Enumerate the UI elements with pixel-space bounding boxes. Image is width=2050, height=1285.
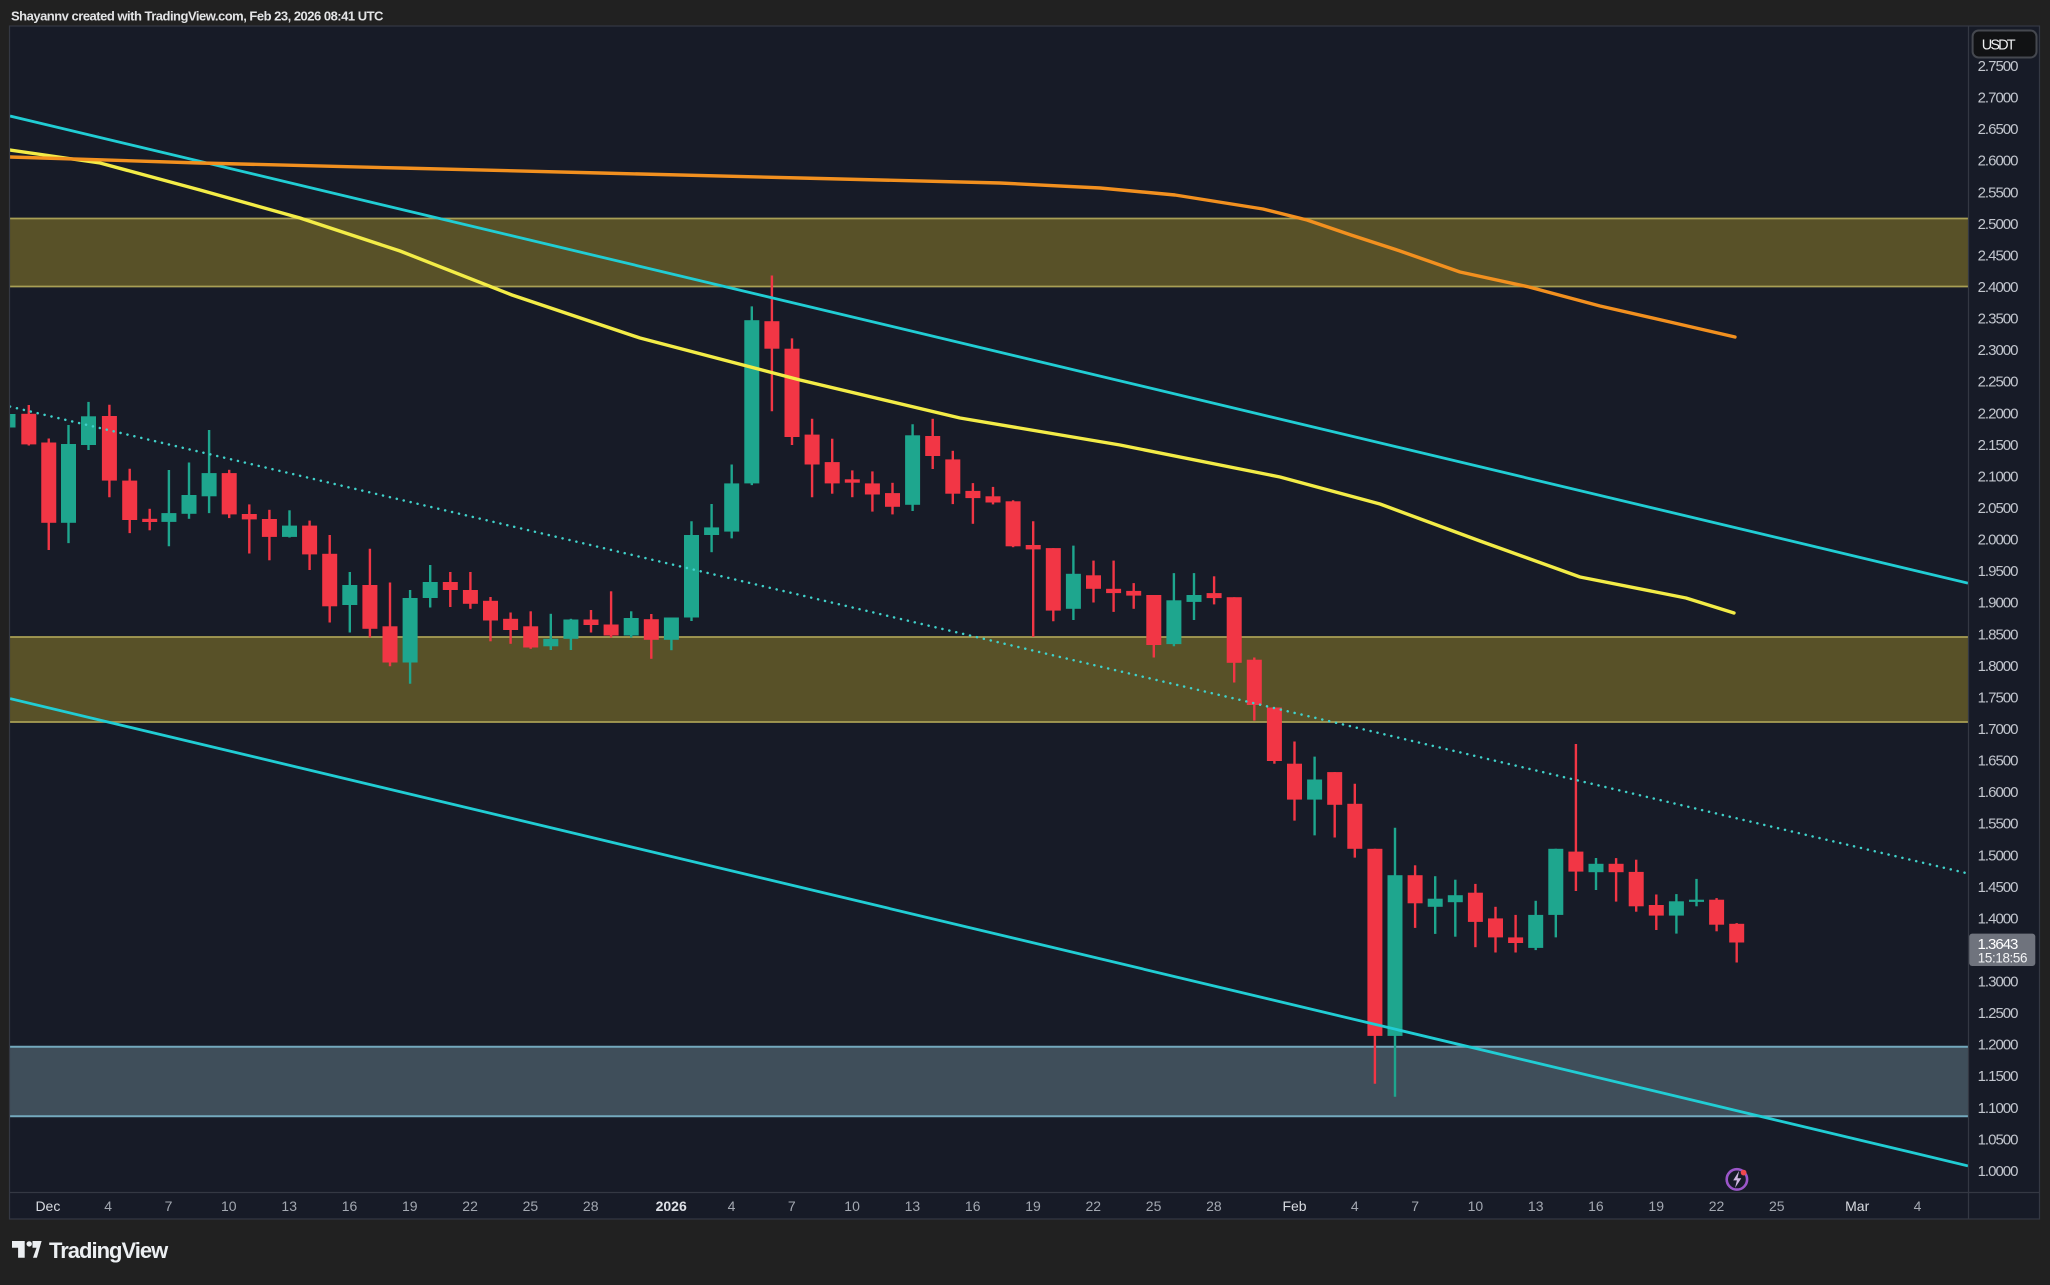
svg-text:7: 7	[165, 1198, 173, 1214]
svg-text:25: 25	[1146, 1198, 1162, 1214]
svg-text:2.3000: 2.3000	[1978, 342, 2019, 359]
svg-text:2.3500: 2.3500	[1978, 311, 2019, 328]
svg-text:Feb: Feb	[1282, 1198, 1306, 1214]
svg-text:22: 22	[1086, 1198, 1102, 1214]
svg-text:16: 16	[1588, 1198, 1604, 1214]
svg-text:7: 7	[788, 1198, 796, 1214]
svg-text:Shayannv created with TradingV: Shayannv created with TradingView.com, F…	[11, 8, 384, 23]
svg-text:16: 16	[965, 1198, 981, 1214]
svg-text:22: 22	[462, 1198, 478, 1214]
svg-text:13: 13	[905, 1198, 921, 1214]
svg-text:2.0000: 2.0000	[1978, 532, 2019, 549]
svg-text:1.0500: 1.0500	[1978, 1131, 2019, 1148]
svg-text:19: 19	[1648, 1198, 1664, 1214]
svg-text:22: 22	[1709, 1198, 1725, 1214]
svg-text:13: 13	[1528, 1198, 1544, 1214]
svg-text:10: 10	[844, 1198, 860, 1214]
svg-text:4: 4	[104, 1198, 112, 1214]
svg-text:2.0500: 2.0500	[1978, 500, 2019, 517]
svg-text:2.1500: 2.1500	[1978, 437, 2019, 454]
svg-text:1.5000: 1.5000	[1978, 847, 2019, 864]
svg-text:2.1000: 2.1000	[1978, 468, 2019, 485]
svg-text:2.6500: 2.6500	[1978, 121, 2019, 138]
svg-text:1.0000: 1.0000	[1978, 1163, 2019, 1180]
svg-text:2.4000: 2.4000	[1978, 279, 2019, 296]
svg-text:2.5500: 2.5500	[1978, 184, 2019, 201]
svg-text:1.7500: 1.7500	[1978, 689, 2019, 706]
svg-text:2.7500: 2.7500	[1978, 58, 2019, 75]
svg-text:25: 25	[1769, 1198, 1785, 1214]
svg-text:28: 28	[583, 1198, 599, 1214]
svg-text:28: 28	[1206, 1198, 1222, 1214]
svg-text:2.4500: 2.4500	[1978, 247, 2019, 264]
svg-text:4: 4	[728, 1198, 736, 1214]
svg-text:1.8500: 1.8500	[1978, 626, 2019, 643]
svg-text:1.3000: 1.3000	[1978, 974, 2019, 991]
svg-text:1.5500: 1.5500	[1978, 816, 2019, 833]
svg-text:1.8000: 1.8000	[1978, 658, 2019, 675]
svg-text:13: 13	[281, 1198, 297, 1214]
svg-text:2.6000: 2.6000	[1978, 153, 2019, 170]
svg-text:25: 25	[523, 1198, 539, 1214]
svg-text:2.2000: 2.2000	[1978, 405, 2019, 422]
svg-text:1.3643: 1.3643	[1978, 936, 2019, 953]
svg-text:2.2500: 2.2500	[1978, 374, 2019, 391]
svg-text:1.1500: 1.1500	[1978, 1068, 2019, 1085]
svg-text:4: 4	[1914, 1198, 1922, 1214]
svg-text:19: 19	[402, 1198, 418, 1214]
svg-text:USDT: USDT	[1982, 37, 2016, 53]
svg-text:1.1000: 1.1000	[1978, 1100, 2019, 1117]
svg-text:1.4500: 1.4500	[1978, 879, 2019, 896]
svg-text:TradingView: TradingView	[49, 1238, 169, 1263]
svg-text:Dec: Dec	[35, 1198, 60, 1214]
svg-text:19: 19	[1025, 1198, 1041, 1214]
svg-text:Mar: Mar	[1845, 1198, 1869, 1214]
svg-text:1.2000: 1.2000	[1978, 1037, 2019, 1054]
svg-text:1.2500: 1.2500	[1978, 1005, 2019, 1022]
svg-text:1.6500: 1.6500	[1978, 753, 2019, 770]
svg-text:2.7000: 2.7000	[1978, 90, 2019, 107]
svg-text:1.7000: 1.7000	[1978, 721, 2019, 738]
svg-text:10: 10	[1468, 1198, 1484, 1214]
svg-text:1.6000: 1.6000	[1978, 784, 2019, 801]
svg-text:4: 4	[1351, 1198, 1359, 1214]
svg-text:16: 16	[342, 1198, 358, 1214]
svg-text:1.4000: 1.4000	[1978, 910, 2019, 927]
svg-text:1.9500: 1.9500	[1978, 563, 2019, 580]
svg-text:2.5000: 2.5000	[1978, 216, 2019, 233]
svg-text:15:18:56: 15:18:56	[1978, 951, 2027, 966]
svg-text:10: 10	[221, 1198, 237, 1214]
svg-text:7: 7	[1411, 1198, 1419, 1214]
svg-text:2026: 2026	[656, 1198, 687, 1214]
svg-text:1.9000: 1.9000	[1978, 595, 2019, 612]
